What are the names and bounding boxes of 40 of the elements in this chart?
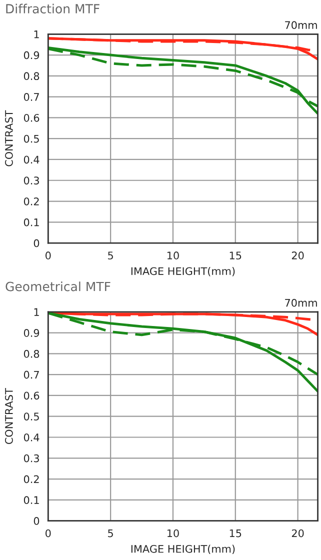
y-tick-label: 0.2: [24, 197, 39, 206]
y-tick-label: 0.4: [24, 156, 40, 164]
chart-title: Diffraction MTF: [6, 4, 100, 14]
y-tick-label: 0: [34, 517, 40, 525]
y-tick-label: 0: [34, 239, 40, 248]
text: 70mm: [285, 21, 317, 30]
text: 70mm: [285, 298, 317, 307]
x-tick-label: 5: [108, 252, 113, 260]
y-tick-label: 0.5: [24, 134, 39, 143]
y-tick-label: 0.1: [24, 218, 39, 226]
y-tick-label: 0.3: [24, 454, 39, 462]
y-tick-label: 0.9: [24, 329, 40, 337]
y-tick-label: 0.1: [24, 496, 39, 504]
y-tick-label: 0.6: [24, 392, 40, 400]
y-tick-label: 0.2: [24, 475, 39, 484]
x-axis-title: IMAGE HEIGHT(mm): [131, 267, 235, 276]
x-tick-label: 0: [46, 252, 51, 260]
x-tick-label: 5: [108, 529, 113, 538]
y-tick-label: 0.5: [24, 412, 39, 420]
chart-title: Geometrical MTF: [6, 282, 110, 292]
x-tick-label: 15: [230, 529, 242, 538]
x-tick-label: 10: [168, 529, 179, 538]
y-tick-label: 0.7: [24, 93, 39, 101]
x-axis-title: IMAGE HEIGHT(mm): [131, 544, 235, 554]
y-tick-label: 0.7: [24, 370, 39, 379]
x-tick-label: 20: [292, 252, 304, 260]
y-tick-label: 0.8: [24, 350, 40, 358]
y-tick-label: 1: [34, 30, 39, 38]
y-tick-label: 0.8: [24, 72, 40, 80]
y-tick-label: 0.9: [24, 51, 40, 60]
x-tick-label: 15: [230, 252, 242, 260]
y-tick-label: 1: [34, 308, 39, 316]
y-tick-label: 0.3: [24, 176, 39, 184]
x-tick-label: 0: [46, 529, 51, 538]
y-axis-title: CONTRAST: [5, 388, 13, 444]
x-tick-label: 10: [168, 252, 179, 260]
y-axis-title: CONTRAST: [5, 110, 13, 166]
x-tick-label: 20: [292, 529, 304, 538]
y-tick-label: 0.6: [24, 114, 40, 122]
y-tick-label: 0.4: [24, 433, 40, 442]
